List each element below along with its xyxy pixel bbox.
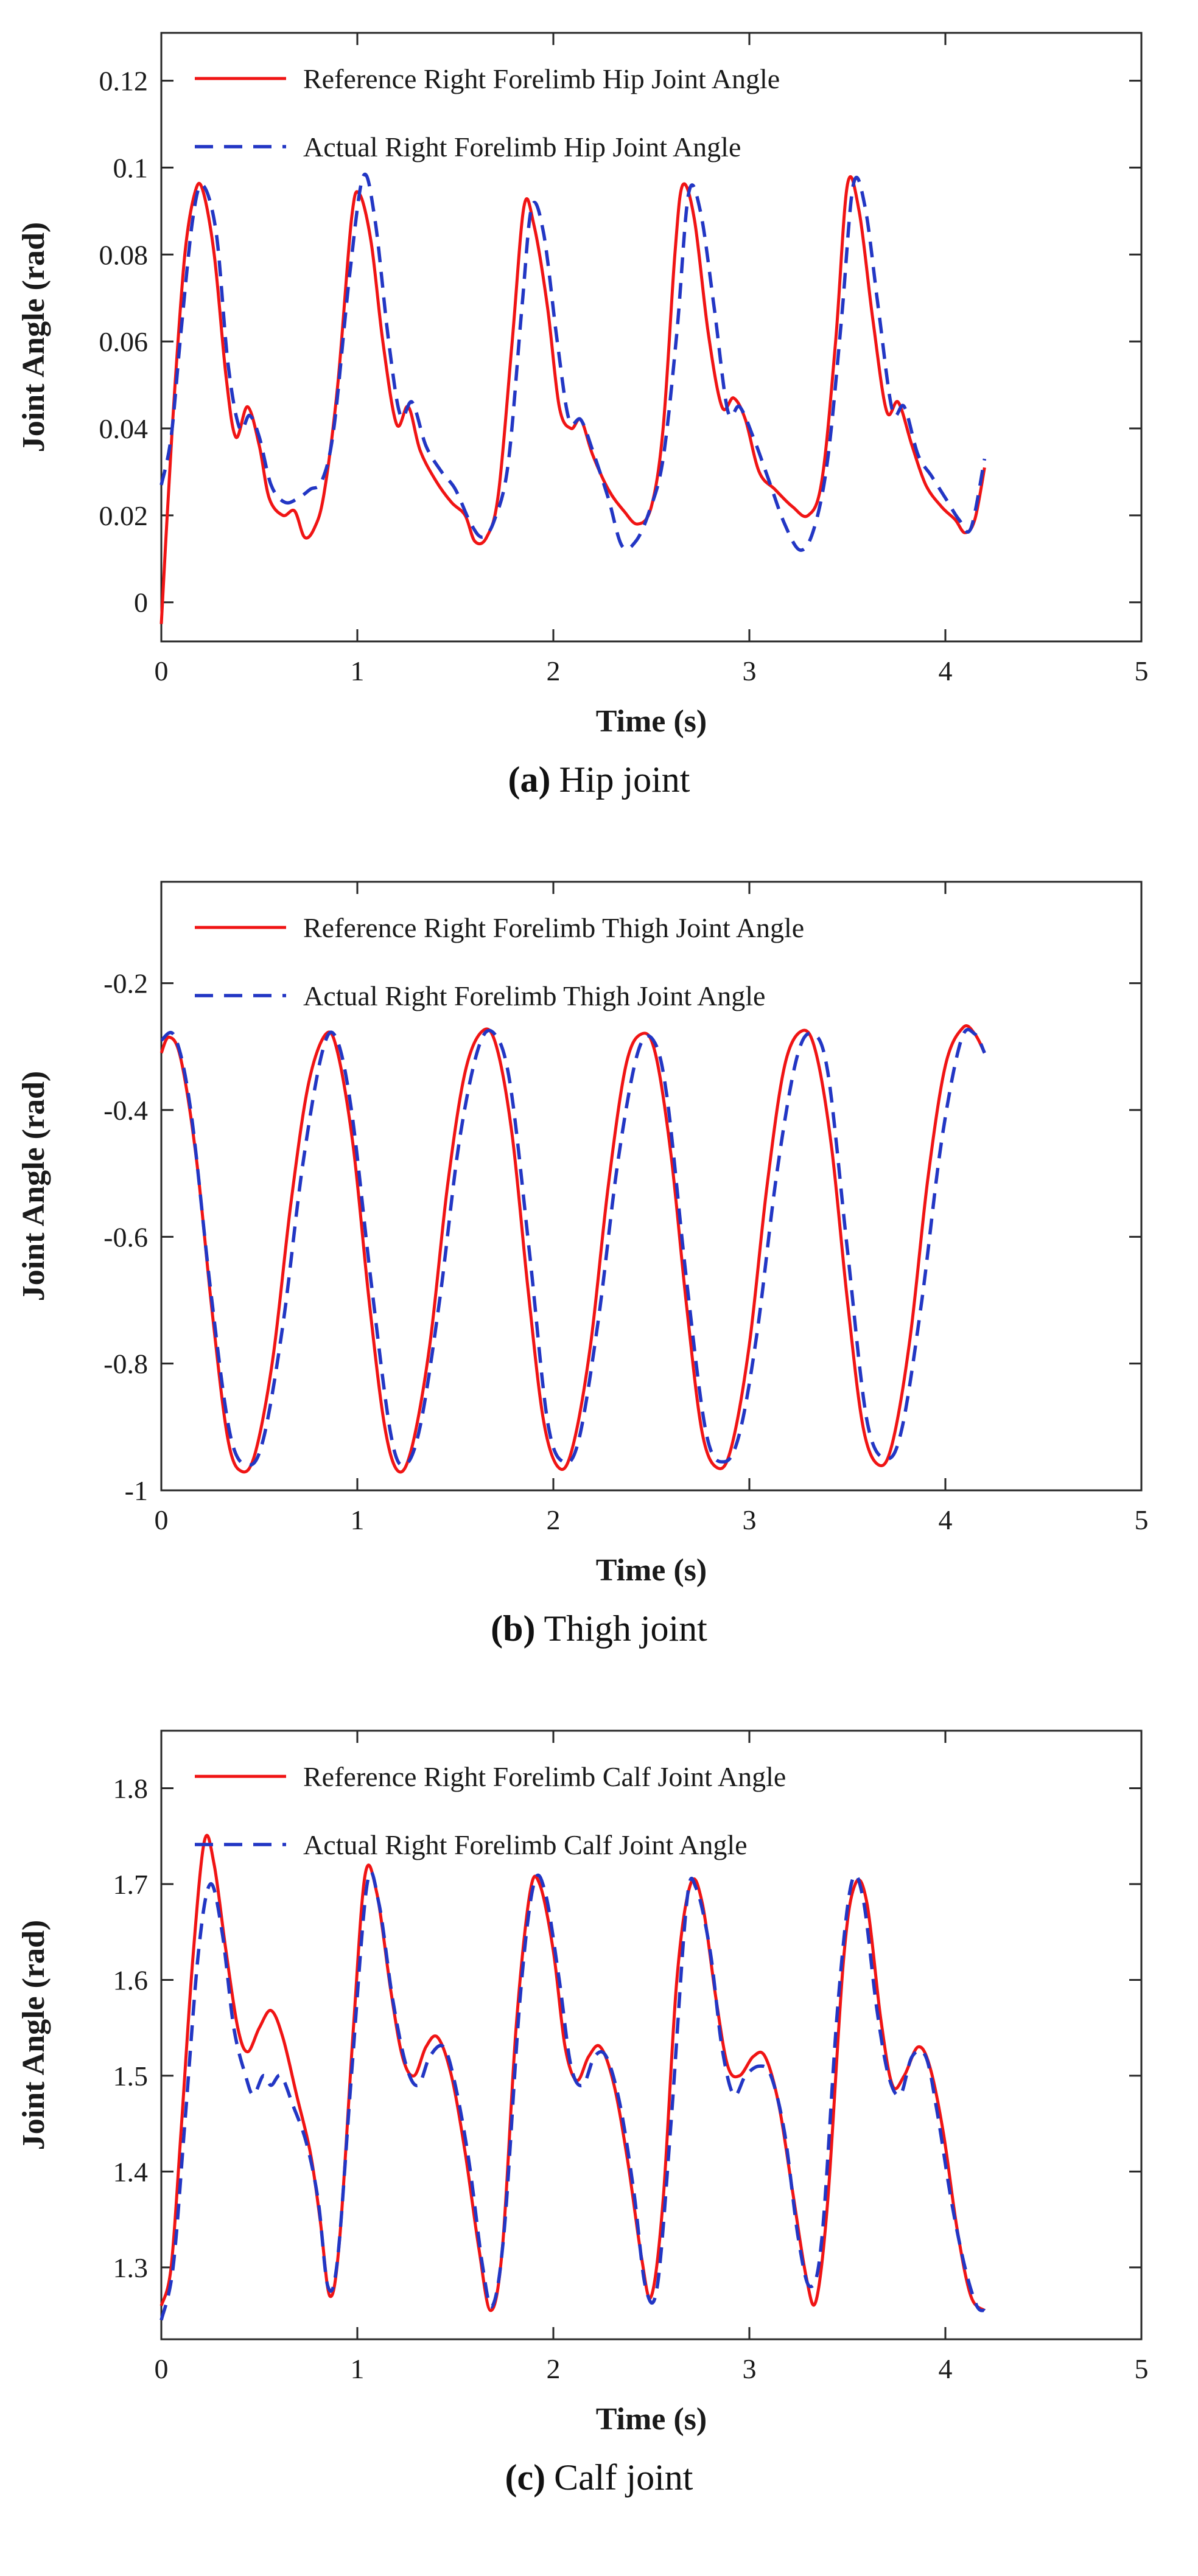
y-tick-label: 0.08 — [99, 239, 149, 270]
x-tick-label: 3 — [743, 2353, 757, 2384]
x-tick-label: 0 — [155, 1504, 169, 1535]
y-tick-label: 0.06 — [99, 326, 149, 357]
x-tick-label: 4 — [939, 655, 953, 686]
actual-series-line — [159, 172, 987, 552]
y-axis-label: Joint Angle (rad) — [16, 222, 51, 452]
figure-caption-c: (c) Calf joint — [0, 2456, 1198, 2499]
legend-label: Actual Right Forelimb Calf Joint Angle — [303, 1829, 748, 1860]
y-tick-label: -1 — [125, 1475, 148, 1506]
legend-label: Reference Right Forelimb Thigh Joint Ang… — [303, 912, 804, 943]
y-tick-label: -0.8 — [103, 1349, 148, 1380]
x-tick-label: 3 — [743, 655, 757, 686]
legend-label: Reference Right Forelimb Calf Joint Angl… — [303, 1761, 786, 1792]
actual-series-line — [160, 1028, 986, 1467]
y-tick-label: 0.12 — [99, 66, 149, 97]
hip-joint-chart: 0 1 2 3 4 5 0 0.02 0.04 0.06 0.08 0.1 0.12 Reference … — [16, 32, 1149, 739]
x-tick-label: 2 — [547, 1504, 561, 1535]
x-tick-label: 3 — [743, 1504, 757, 1535]
y-tick-label: -0.2 — [103, 968, 148, 999]
y-tick-label: -0.6 — [103, 1221, 148, 1252]
y-tick-label: 1.4 — [113, 2156, 149, 2187]
x-axis-label: Time (s) — [596, 704, 707, 739]
subfigure-b-thigh: 0 1 2 3 4 5 -1 -0.8 -0.6 -0.4 -0.2 Reference Right … — [0, 857, 1198, 1650]
x-tick-label: 4 — [939, 2353, 953, 2384]
actual-series-line — [159, 1870, 986, 2321]
caption-marker: (c) — [505, 2457, 546, 2497]
subfigure-c-calf: 0 1 2 3 4 5 1.3 1.4 1.5 1.6 1.7 1.8 Reference Right … — [0, 1706, 1198, 2499]
x-tick-label: 2 — [547, 655, 561, 686]
caption-marker: (a) — [508, 759, 551, 800]
y-tick-label: 0.02 — [99, 500, 149, 531]
y-tick-label: 0 — [134, 587, 148, 618]
x-tick-label: 1 — [351, 2353, 365, 2384]
x-tick-label: 5 — [1135, 2353, 1149, 2384]
caption-text: Hip joint — [559, 759, 690, 800]
caption-text: Calf joint — [554, 2457, 693, 2497]
x-tick-label: 5 — [1135, 655, 1149, 686]
x-tick-label: 1 — [351, 655, 365, 686]
y-tick-label: 0.1 — [113, 152, 149, 183]
x-tick-label: 0 — [155, 2353, 169, 2384]
y-tick-label: 0.04 — [99, 413, 149, 444]
calf-joint-chart: 0 1 2 3 4 5 1.3 1.4 1.5 1.6 1.7 1.8 Reference Right … — [16, 1730, 1149, 2437]
reference-series-line — [159, 175, 986, 624]
x-tick-label: 0 — [155, 655, 169, 686]
reference-series-line — [159, 1024, 986, 1474]
y-tick-label: 1.3 — [113, 2252, 149, 2283]
y-tick-label: 1.6 — [113, 1964, 149, 1995]
x-tick-label: 1 — [351, 1504, 365, 1535]
legend-label: Reference Right Forelimb Hip Joint Angle — [303, 63, 780, 94]
y-tick-label: 1.8 — [113, 1773, 149, 1804]
reference-series-line — [159, 1834, 986, 2312]
legend-label: Actual Right Forelimb Thigh Joint Angle — [303, 980, 765, 1011]
x-tick-label: 2 — [547, 2353, 561, 2384]
y-tick-label: -0.4 — [103, 1095, 148, 1126]
figure-caption-a: (a) Hip joint — [0, 758, 1198, 801]
subfigure-a-hip: 0 1 2 3 4 5 0 0.02 0.04 0.06 0.08 0.1 0.12 Reference … — [0, 9, 1198, 801]
x-tick-label: 5 — [1135, 1504, 1149, 1535]
figure-caption-b: (b) Thigh joint — [0, 1607, 1198, 1650]
y-axis-label: Joint Angle (rad) — [16, 1071, 51, 1301]
x-axis-label: Time (s) — [596, 2402, 707, 2437]
caption-marker: (b) — [491, 1608, 536, 1649]
plot-box — [160, 1730, 1143, 2340]
thigh-joint-chart: 0 1 2 3 4 5 -1 -0.8 -0.6 -0.4 -0.2 Reference Right … — [16, 881, 1149, 1588]
plot-box — [160, 881, 1143, 1492]
plot-box — [160, 32, 1143, 643]
caption-text: Thigh joint — [544, 1608, 707, 1649]
y-axis-label: Joint Angle (rad) — [16, 1920, 51, 2150]
y-tick-label: 1.5 — [113, 2061, 149, 2092]
x-tick-label: 4 — [939, 1504, 953, 1535]
x-axis-label: Time (s) — [596, 1553, 707, 1588]
legend-label: Actual Right Forelimb Hip Joint Angle — [303, 131, 741, 162]
y-tick-label: 1.7 — [113, 1869, 149, 1900]
